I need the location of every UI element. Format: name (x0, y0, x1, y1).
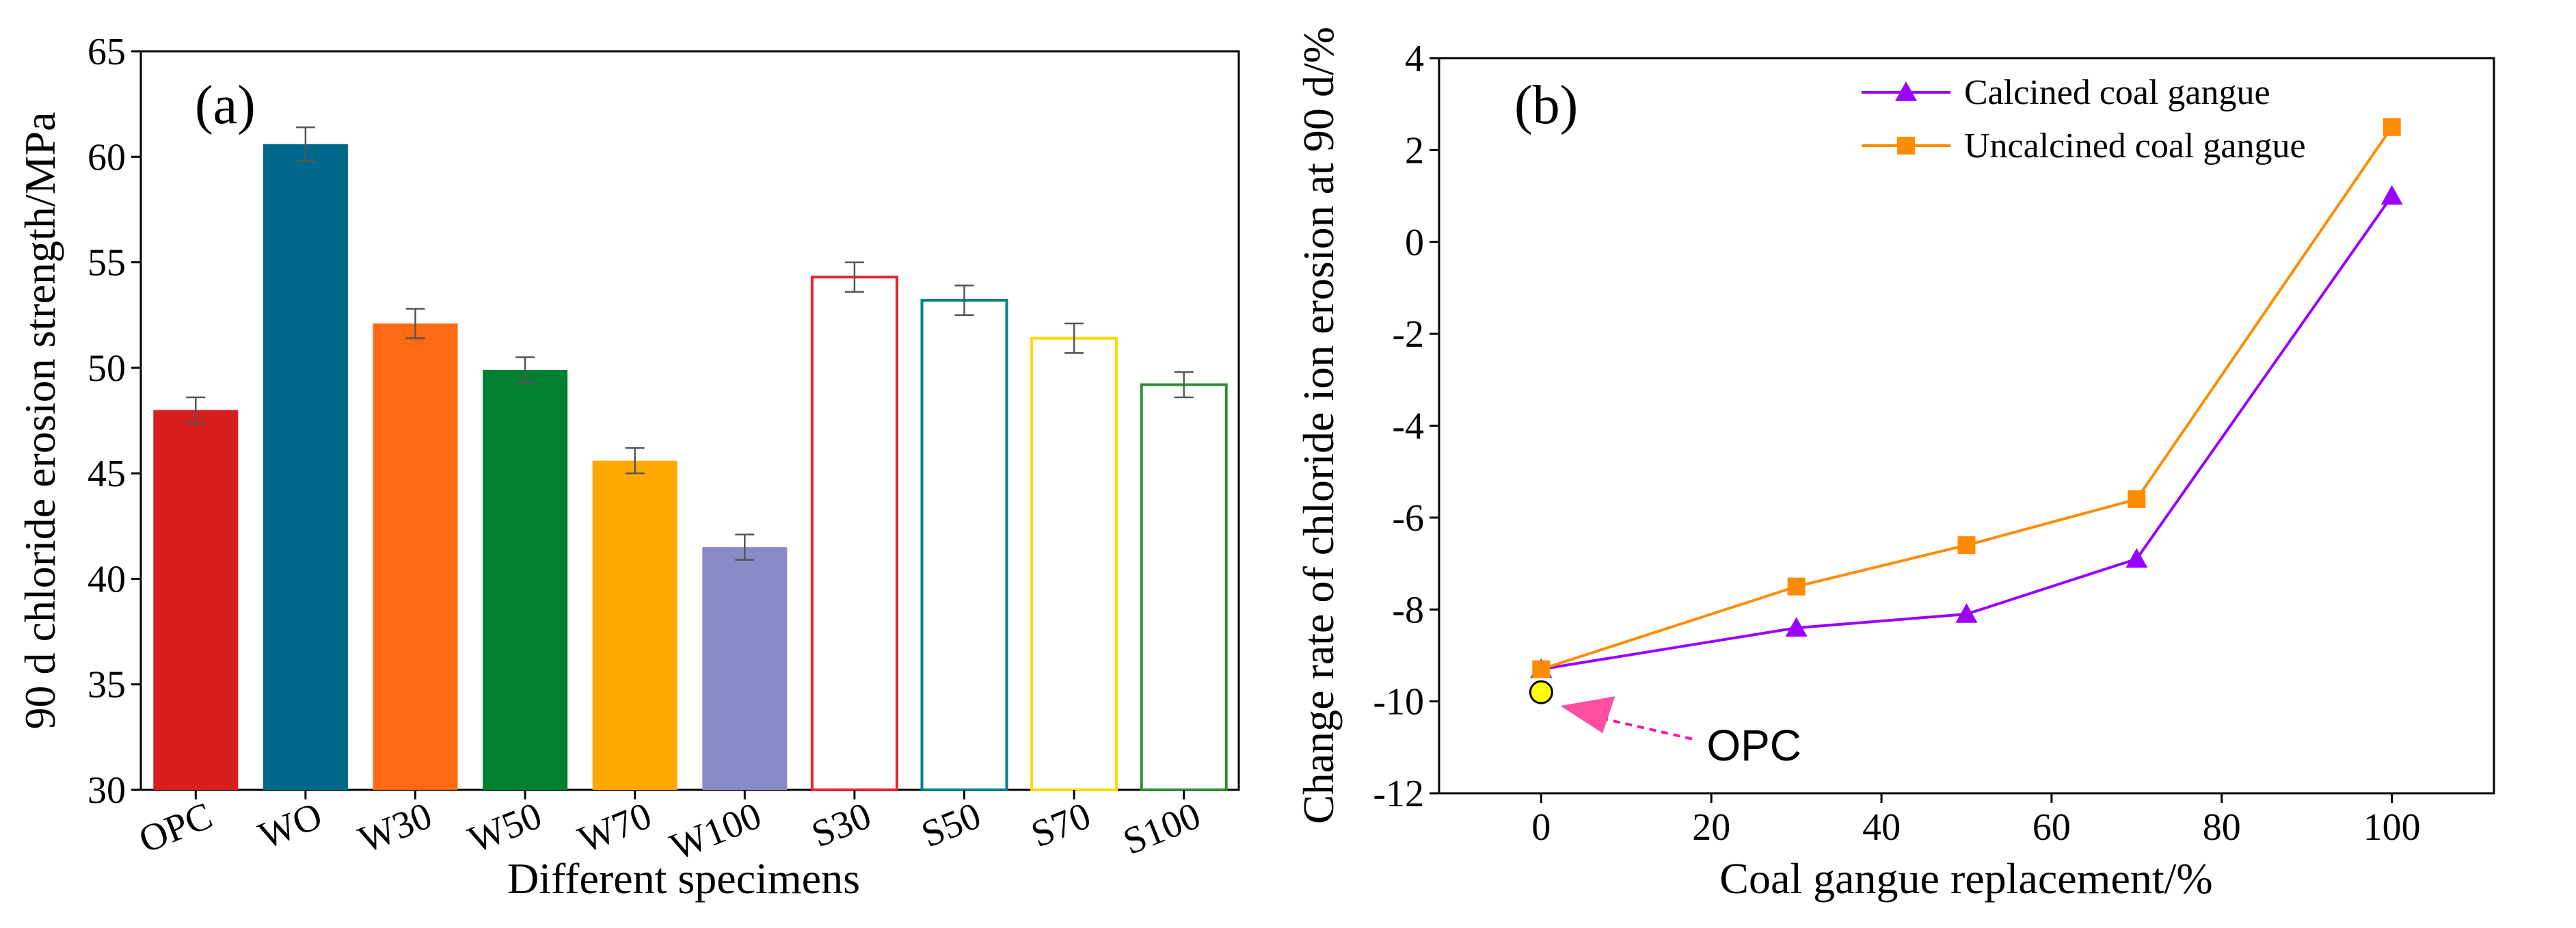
calcined-data-point (2380, 185, 2403, 205)
panel-a-x-tick-label: W30 (353, 795, 438, 862)
opc-arrow-head-icon (1560, 696, 1615, 734)
panel-a-x-axis-label: Different specimens (507, 854, 860, 903)
uncalcined-data-point (1532, 660, 1551, 678)
bar-wo (263, 144, 348, 790)
calcined-data-point (2125, 548, 2148, 568)
panel-b-x-tick-label: 100 (2363, 806, 2421, 849)
legend-marker-calcined (1895, 81, 1917, 101)
panel-b-label: (b) (1514, 75, 1578, 135)
legend-marker-uncalcined (1897, 137, 1915, 155)
panel-a-y-axis-ticks: 30 35 40 45 50 55 60 65 (88, 31, 141, 812)
uncalcined-data-point (2128, 490, 2146, 508)
panel-b-y-axis-label: Change rate of chloride ion erosion at 9… (1294, 27, 1343, 824)
panel-b-x-tick-label: 20 (1692, 806, 1730, 849)
panel-b-x-tick-label: 0 (1531, 806, 1551, 849)
calcined-data-point (1955, 602, 1978, 623)
panel-b-x-tick-label: 40 (1862, 806, 1901, 849)
panel-b-y-tick-label: -10 (1373, 681, 1424, 724)
opc-arrow-line (1600, 717, 1698, 742)
panel-a-y-tick-label: 40 (88, 558, 126, 600)
bar-s30 (810, 276, 898, 791)
panel-a-x-tick-label: W70 (572, 795, 657, 862)
panel-b-line-chart: -12 -10 -8 -6 -4 -2 0 2 4 0 20 40 60 80 100 OPC Calci… (1294, 27, 2495, 903)
panel-b-y-tick-label: -12 (1373, 773, 1424, 815)
panel-b-x-tick-label: 60 (2032, 806, 2071, 849)
opc-annotation-label: OPC (1706, 721, 1801, 770)
panel-b-x-axis-label: Coal gangue replacement/% (1719, 854, 2212, 903)
bar-s70 (1030, 336, 1118, 791)
series-line-uncalcined (1540, 126, 2393, 671)
uncalcined-data-point (2383, 118, 2401, 136)
series-line-calcined (1541, 195, 2393, 671)
uncalcined-data-point (1957, 536, 1976, 555)
panel-a-x-tick-label: OPC (133, 795, 218, 862)
panel-b-legend: Calcined coal gangue Uncalcined coal gang… (1862, 73, 2306, 165)
uncalcined-data-point (1787, 577, 1806, 596)
panel-a-x-tick-label: S100 (1118, 795, 1207, 864)
panel-a-y-tick-label: 30 (88, 769, 126, 812)
panel-b-y-tick-label: 2 (1405, 129, 1424, 172)
bar-w100 (702, 547, 788, 790)
legend-label-calcined: Calcined coal gangue (1964, 73, 2270, 112)
panel-b-y-tick-label: -2 (1392, 313, 1424, 356)
panel-a-y-axis-label: 90 d chloride erosion strength/MPa (16, 112, 64, 730)
opc-reference-point (1529, 680, 1553, 704)
bar-w70 (592, 460, 677, 790)
panel-b-x-tick-label: 80 (2203, 806, 2241, 849)
panel-a-y-tick-label: 45 (88, 453, 126, 495)
panel-a-x-tick-label: S30 (806, 795, 877, 856)
panel-b-x-axis-ticks: 0 20 40 60 80 100 (1531, 793, 2421, 849)
calcined-data-point (1785, 617, 1808, 637)
bar-s100 (1140, 383, 1228, 791)
panel-a-label: (a) (195, 75, 256, 135)
bar-opc (153, 410, 239, 790)
panel-a-y-tick-label: 65 (88, 31, 126, 73)
bar-s50 (920, 299, 1008, 792)
panel-b-plot-frame (1438, 57, 2495, 795)
bar-w50 (483, 369, 568, 790)
panel-b-y-tick-label: -6 (1392, 497, 1424, 540)
panel-a-y-tick-label: 35 (88, 664, 126, 706)
panel-b-reference-annotation: OPC (1529, 680, 1801, 770)
panel-a-y-tick-label: 55 (88, 242, 126, 284)
panel-a-x-tick-label: S50 (915, 795, 987, 856)
panel-a-y-tick-label: 50 (88, 347, 126, 390)
legend-label-uncalcined: Uncalcined coal gangue (1964, 127, 2306, 165)
panel-a-y-tick-label: 60 (88, 136, 126, 178)
panel-b-y-tick-label: -8 (1392, 589, 1424, 631)
panel-b-y-axis-ticks: -12 -10 -8 -6 -4 -2 0 2 4 (1373, 38, 1439, 815)
panel-a-x-tick-label: S70 (1025, 795, 1097, 856)
panel-b-y-tick-label: -4 (1392, 406, 1424, 448)
panel-b-series (1530, 118, 2403, 678)
bar-w30 (373, 323, 458, 790)
panel-a-plot-frame (139, 50, 1240, 791)
panel-a-x-tick-label: W50 (463, 795, 548, 862)
panel-b-y-tick-label: 0 (1405, 222, 1424, 264)
panel-a-bars (153, 126, 1228, 792)
panel-a-x-tick-label: WO (253, 795, 328, 858)
panel-b-y-tick-label: 4 (1405, 38, 1424, 80)
